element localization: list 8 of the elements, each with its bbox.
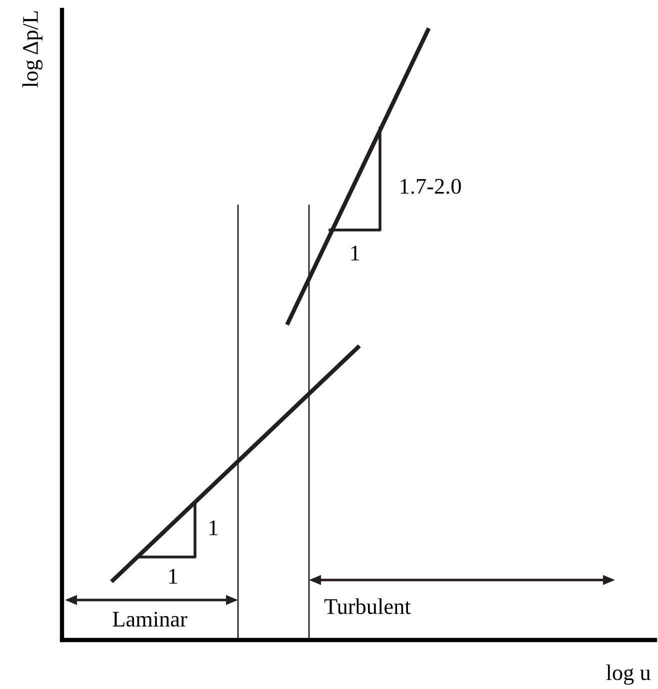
annotation: 1.7-2.0 bbox=[400, 178, 461, 194]
y-axis-title: log Δp/L bbox=[22, 11, 43, 88]
annotation: 1 bbox=[351, 246, 360, 260]
text: log u bbox=[606, 664, 650, 685]
annotation: Turbulent bbox=[324, 598, 411, 614]
annotation: Laminar bbox=[112, 612, 188, 627]
annotation: 1 bbox=[210, 520, 218, 536]
annotation: 1 bbox=[169, 568, 178, 584]
